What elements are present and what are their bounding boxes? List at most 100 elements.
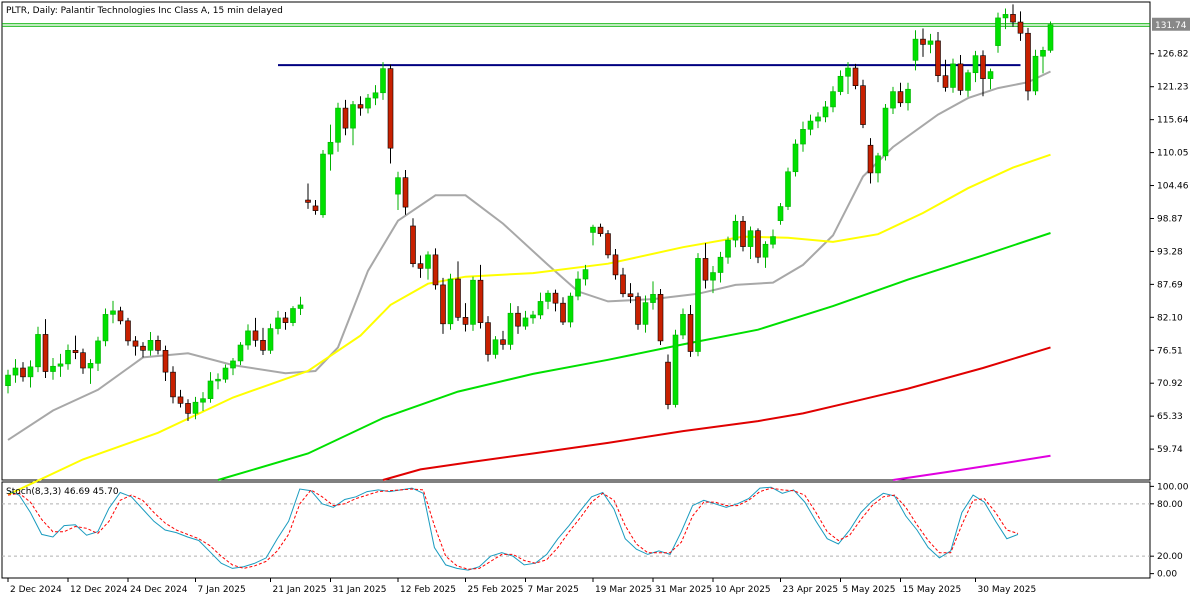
y-tick-label: 104.46 [1157,182,1189,192]
candle-body [620,274,626,295]
candle-body [530,314,536,319]
candle-body [102,314,109,342]
candle-body [327,141,334,155]
candle [1025,27,1031,101]
candle [57,353,64,377]
candle-body [245,330,251,346]
candle-body [665,361,671,405]
x-tick-label: 15 May 2025 [903,585,962,595]
candle [965,69,971,97]
candle-body [117,310,124,322]
candle-body [432,254,439,286]
moving-average-line [892,454,1051,481]
candle [552,289,559,312]
candle-body [252,330,259,341]
candle [132,336,139,356]
candle-body [560,302,566,323]
candle [350,101,356,146]
candle [177,389,184,408]
candle-body [717,256,724,273]
candle-body [1032,55,1039,92]
candle [140,342,146,358]
stochastic-y-tick-label: 100.00 [1157,482,1189,492]
candle [402,169,409,215]
stochastic-series-line [7,487,1019,570]
candle [740,215,746,252]
candle [305,183,311,209]
candle [245,324,251,350]
candle-body [815,116,821,122]
candle [357,96,364,116]
candle-body [680,314,686,336]
candle [575,271,581,301]
candle [605,230,611,259]
candle-body [725,239,731,258]
candle [860,79,866,129]
last-price-tag [1152,17,1190,31]
moving-average-line [7,70,1051,441]
y-tick-label: 59.74 [1157,445,1183,455]
candle-body [387,68,394,149]
price-plot [2,4,1150,496]
candle-body [590,226,596,233]
candle-body [980,55,986,79]
candle [642,295,649,333]
candle-body [215,378,221,382]
last-price-label: 131.74 [1155,21,1187,31]
candle [567,292,574,328]
x-tick-label: 31 Jan 2025 [333,585,387,595]
candle-body [612,254,619,276]
candle [290,306,296,327]
candle [147,332,154,356]
candle [155,335,161,355]
y-tick-label: 110.05 [1157,149,1189,159]
candle-body [605,233,611,256]
candle-body [785,171,791,207]
candle [417,255,424,278]
candle-body [927,40,934,45]
y-tick-label: 65.33 [1157,412,1183,422]
candle [762,241,769,268]
candle [822,101,829,123]
candle [215,373,221,390]
y-tick-label: 121.23 [1157,83,1189,93]
candle [725,236,731,264]
candle [815,112,821,129]
candle [87,359,94,384]
candle [867,138,874,184]
x-tick-label: 2 Dec 2024 [10,585,62,595]
y-tick-label: 87.69 [1157,280,1183,290]
x-tick-label: 19 Mar 2025 [595,585,652,595]
candle [35,326,41,373]
candle-body [87,362,94,369]
candle [500,330,506,350]
candle-body [792,143,799,173]
candle-body [110,310,116,315]
candle-body [207,380,214,399]
candle-body [537,301,544,316]
x-tick-label: 7 Mar 2025 [528,585,579,595]
candle-body [470,279,476,325]
candle [732,214,739,248]
candle [485,316,491,362]
candle [95,336,101,371]
candle-body [170,371,176,398]
candle-body [522,317,529,327]
y-tick-label: 70.92 [1157,379,1183,389]
candle-body [455,278,461,318]
candle [42,319,49,379]
candle [537,292,544,320]
candle [807,114,814,136]
candle-body [657,294,664,342]
candle [432,248,439,290]
candle-body [282,317,289,323]
moving-average-line [217,232,1051,481]
candle [942,59,949,92]
candle-body [695,258,701,352]
candle-body [807,120,814,130]
candle-body [635,296,641,325]
candle-body [567,295,574,323]
candle-body [147,340,154,351]
candle [312,200,319,215]
candle-body [380,68,386,94]
